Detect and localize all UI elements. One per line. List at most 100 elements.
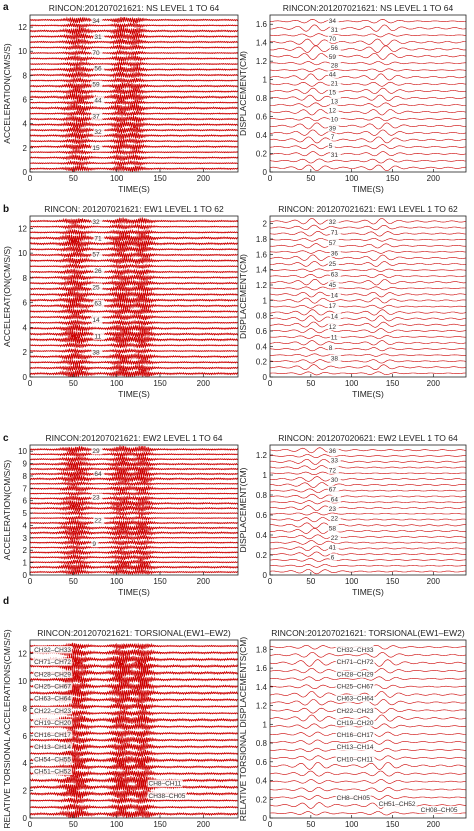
series-trace xyxy=(270,18,466,24)
series-trace xyxy=(270,144,466,150)
y-tick-label: 0.4 xyxy=(256,131,268,140)
series-trace xyxy=(270,273,466,279)
series-trace xyxy=(30,749,238,758)
series-trace xyxy=(30,323,238,333)
channel-label: 22 xyxy=(331,516,339,523)
series-trace xyxy=(270,136,466,144)
series-trace xyxy=(30,307,238,316)
x-tick-label: 200 xyxy=(427,577,441,586)
series-trace xyxy=(270,779,466,784)
series-trace xyxy=(270,268,466,272)
x-tick-label: 200 xyxy=(427,820,441,829)
channel-label: 57 xyxy=(92,252,100,259)
channel-label: 56 xyxy=(331,45,339,52)
x-tick-label: 100 xyxy=(110,174,124,183)
channel-label-bg xyxy=(93,299,105,308)
series-trace xyxy=(270,465,466,471)
y-tick-label: 2 xyxy=(23,348,28,357)
channel-label-bg xyxy=(91,144,103,152)
series-trace xyxy=(30,543,238,552)
x-tick-label: 100 xyxy=(110,820,124,829)
channel-label: 41 xyxy=(329,545,337,552)
x-tick-label: 0 xyxy=(28,174,33,183)
channel-label: 14 xyxy=(331,314,339,321)
channel-label: 9 xyxy=(92,541,96,548)
channel-label: CH28–CH29 xyxy=(34,671,71,678)
channel-label: 23 xyxy=(92,494,100,501)
channel-label-bg xyxy=(327,466,339,474)
plot-area xyxy=(30,217,238,377)
plot-frame xyxy=(269,639,467,819)
series-trace xyxy=(30,553,238,562)
series-trace xyxy=(30,687,238,699)
channel-label-bg xyxy=(329,553,337,561)
series-trace xyxy=(30,223,238,231)
y-tick-label: 10 xyxy=(18,677,27,686)
series-trace xyxy=(270,315,466,322)
series-trace xyxy=(270,762,466,770)
series-trace xyxy=(270,353,466,357)
x-tick-label: 50 xyxy=(69,577,78,586)
channel-label-bg xyxy=(329,291,341,299)
x-tick-label: 100 xyxy=(110,577,124,586)
series-trace xyxy=(30,290,238,299)
channel-label: 25 xyxy=(329,261,337,268)
channel-label: 22 xyxy=(94,518,102,525)
series-trace xyxy=(270,787,466,792)
y-tick-label: 1.6 xyxy=(256,664,268,673)
channel-label: CH32–CH33 xyxy=(34,647,71,654)
channel-label-bg xyxy=(91,250,103,259)
channel-label-bg xyxy=(329,495,341,503)
y-tick-label: 0.4 xyxy=(256,777,268,786)
y-axis-label: ACCELERAT(ON(CM/S/S) xyxy=(2,246,12,347)
series-trace xyxy=(270,454,466,458)
channel-label: CH13–CH14 xyxy=(337,744,374,751)
plot-frame xyxy=(29,215,239,378)
channel-label-bg xyxy=(329,228,341,236)
y-tick-label: 0 xyxy=(263,571,268,580)
series-trace xyxy=(270,540,466,546)
channel-label: CH19–CH20 xyxy=(337,720,374,727)
x-tick-label: 150 xyxy=(153,577,167,586)
chart-panel-7: RINCON:201207021621: TORSIONAL(EW1–EW2) C… xyxy=(2,628,239,831)
channel-label-bg xyxy=(91,218,103,226)
x-tick-label: 150 xyxy=(386,379,400,388)
x-tick-label: 150 xyxy=(153,174,167,183)
y-axis-label: ACCELERATION(CM/S/S) xyxy=(2,43,12,144)
plot-frame xyxy=(29,639,239,819)
channel-label: CH71–CH72 xyxy=(337,659,374,666)
y-tick-label: 0 xyxy=(263,373,268,382)
series-trace xyxy=(30,49,238,57)
series-trace xyxy=(30,239,238,249)
y-tick-label: 1 xyxy=(263,471,268,480)
channel-label-bg xyxy=(33,682,73,690)
channel-label-bg xyxy=(327,142,335,150)
plot-frame xyxy=(269,444,467,576)
x-tick-label: 0 xyxy=(268,174,273,183)
series-trace xyxy=(270,297,466,304)
y-tick-label: 5 xyxy=(23,509,28,518)
series-trace xyxy=(30,562,238,572)
series-trace xyxy=(270,109,466,116)
channel-label: 8 xyxy=(329,345,333,352)
channel-label: 34 xyxy=(92,18,100,25)
series-trace xyxy=(270,218,466,225)
channel-label: 12 xyxy=(329,107,337,114)
series-trace xyxy=(30,159,238,167)
series-trace xyxy=(270,33,466,38)
y-tick-label: 1 xyxy=(263,296,268,305)
chart-title: RINCON:201207021621: EW2 LEVEL 1 TO 64 xyxy=(45,433,222,443)
series-trace xyxy=(270,231,466,237)
y-tick-label: 1.2 xyxy=(256,57,268,66)
channel-label: CH08–CH05 xyxy=(421,807,458,814)
chart-panel-4: RINCON: 201207021621: EW1 LEVEL 1 TO 62 3… xyxy=(238,204,467,399)
series-trace xyxy=(270,53,466,60)
series-trace xyxy=(270,340,466,346)
channel-label: 30 xyxy=(331,477,339,484)
series-trace xyxy=(270,371,466,376)
chart-panel-3: RINCON: 201207021621: EW1 LEVEL 1 TO 62 3… xyxy=(2,204,239,399)
channel-label: CH54–CH55 xyxy=(34,756,71,763)
channel-label: 59 xyxy=(329,54,337,61)
series-trace xyxy=(270,488,466,493)
series-trace xyxy=(30,26,238,36)
